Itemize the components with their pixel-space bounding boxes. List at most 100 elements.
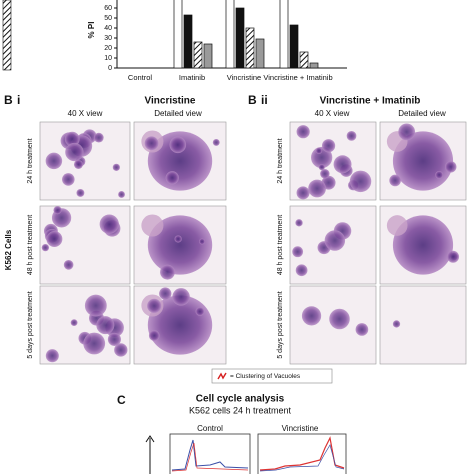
cell: [165, 171, 179, 185]
x-tick-label: Control: [128, 73, 153, 82]
cell: [160, 264, 175, 280]
cell: [320, 169, 330, 179]
cell: [114, 343, 128, 357]
panel-title: Vincristine + Imatinib: [320, 96, 421, 107]
cell: [46, 231, 63, 248]
cell: [112, 163, 120, 171]
cell: [329, 308, 350, 330]
column-label: Detailed view: [154, 109, 202, 118]
cell: [318, 164, 325, 171]
row-label: 48 h post treatment: [277, 215, 284, 275]
cell: [301, 306, 322, 326]
cell: [346, 130, 357, 141]
cell: [308, 179, 326, 198]
bar: [299, 51, 309, 68]
bar: [173, 0, 183, 68]
panel-roman: i: [17, 93, 20, 107]
legend-box: [211, 368, 333, 384]
cell: [392, 320, 401, 328]
histogram-trace: [171, 439, 249, 471]
cell: [386, 215, 408, 236]
row-label: 5 days post treatment: [277, 291, 284, 358]
cell: [296, 125, 310, 139]
cell: [147, 298, 162, 313]
bar: [309, 62, 319, 68]
cell: [45, 152, 63, 170]
bar: [193, 41, 203, 68]
cell: [355, 323, 369, 336]
micrograph-grid: 24 h treatment 48 h post treatment 5 days …: [277, 121, 467, 365]
bar: [225, 0, 235, 68]
cell: [198, 238, 206, 245]
cell: [195, 307, 205, 316]
bars: [173, 0, 319, 68]
panel-title: Cell cycle analysis: [196, 394, 285, 405]
cell: [324, 230, 346, 251]
panel-letter: B: [4, 93, 13, 107]
cell: [76, 188, 85, 197]
cell: [96, 316, 115, 335]
cell: [45, 349, 59, 363]
y-tick-label: 10: [104, 55, 112, 62]
column-label: 40 X view: [68, 109, 103, 118]
y-tick-label: 50: [104, 15, 112, 22]
column-label: 40 X view: [315, 109, 350, 118]
cell: [392, 215, 454, 275]
cell: [398, 123, 416, 141]
bar: [289, 24, 299, 68]
cell: [63, 260, 74, 270]
x-tick-label: Imatinib: [179, 73, 205, 82]
plot-label: Control: [197, 424, 223, 433]
row-label: 24 h treatment: [277, 138, 284, 183]
side-label: K562 Cells: [4, 229, 13, 270]
y-tick-label: 20: [104, 45, 112, 52]
cell: [41, 243, 50, 252]
cell: [84, 294, 107, 317]
row-label: 5 days post treatment: [27, 291, 34, 358]
bar: [255, 38, 265, 68]
panel-title: Vincristine: [145, 96, 196, 107]
arrow-head: [145, 435, 155, 443]
bar: [245, 27, 255, 68]
cell: [64, 131, 80, 147]
y-tick-label: 30: [104, 35, 112, 42]
y-axis-title: % PI: [87, 22, 96, 39]
row-label: 24 h treatment: [27, 138, 34, 183]
bar: [235, 7, 245, 68]
cell: [296, 186, 310, 200]
cell: [212, 138, 220, 146]
bar: [279, 0, 289, 68]
cell: [65, 142, 84, 162]
cell: [83, 332, 106, 355]
panel-letter: B: [248, 93, 257, 107]
cell: [118, 191, 125, 198]
cell: [53, 206, 62, 215]
micrograph-grid: 24 h treatment 48 h post treatment 5 days …: [27, 121, 227, 365]
legend-marker: [217, 372, 227, 380]
cell: [389, 174, 401, 187]
x-tick-label: Vincristine: [227, 73, 261, 82]
cell: [147, 131, 213, 191]
y-tick-label: 0: [108, 65, 112, 72]
cell: [93, 132, 104, 143]
histogram-trace: [171, 442, 249, 472]
cell: [349, 170, 372, 193]
y-tick-label: 60: [104, 5, 112, 12]
cell: [321, 139, 336, 153]
micrograph: [379, 285, 467, 365]
panel-subtitle: K562 cells 24 h treatment: [189, 405, 292, 415]
cell: [144, 136, 159, 151]
x-tick-label: Vincristine + Imatinib: [263, 73, 332, 82]
legend-swatch: [2, 0, 12, 71]
bar-chart: 0 10 20 30 40 50 60 % PI Control Imatinib Vincrist…: [2, 0, 347, 82]
cell: [141, 214, 164, 237]
cell: [445, 161, 457, 173]
cell: [292, 246, 304, 258]
plot-label: Vincristine: [282, 424, 319, 433]
histogram-panel: [257, 433, 347, 474]
cell: [70, 319, 78, 327]
cell: [435, 170, 444, 179]
histogram-trace: [259, 444, 345, 472]
cell: [447, 250, 460, 263]
